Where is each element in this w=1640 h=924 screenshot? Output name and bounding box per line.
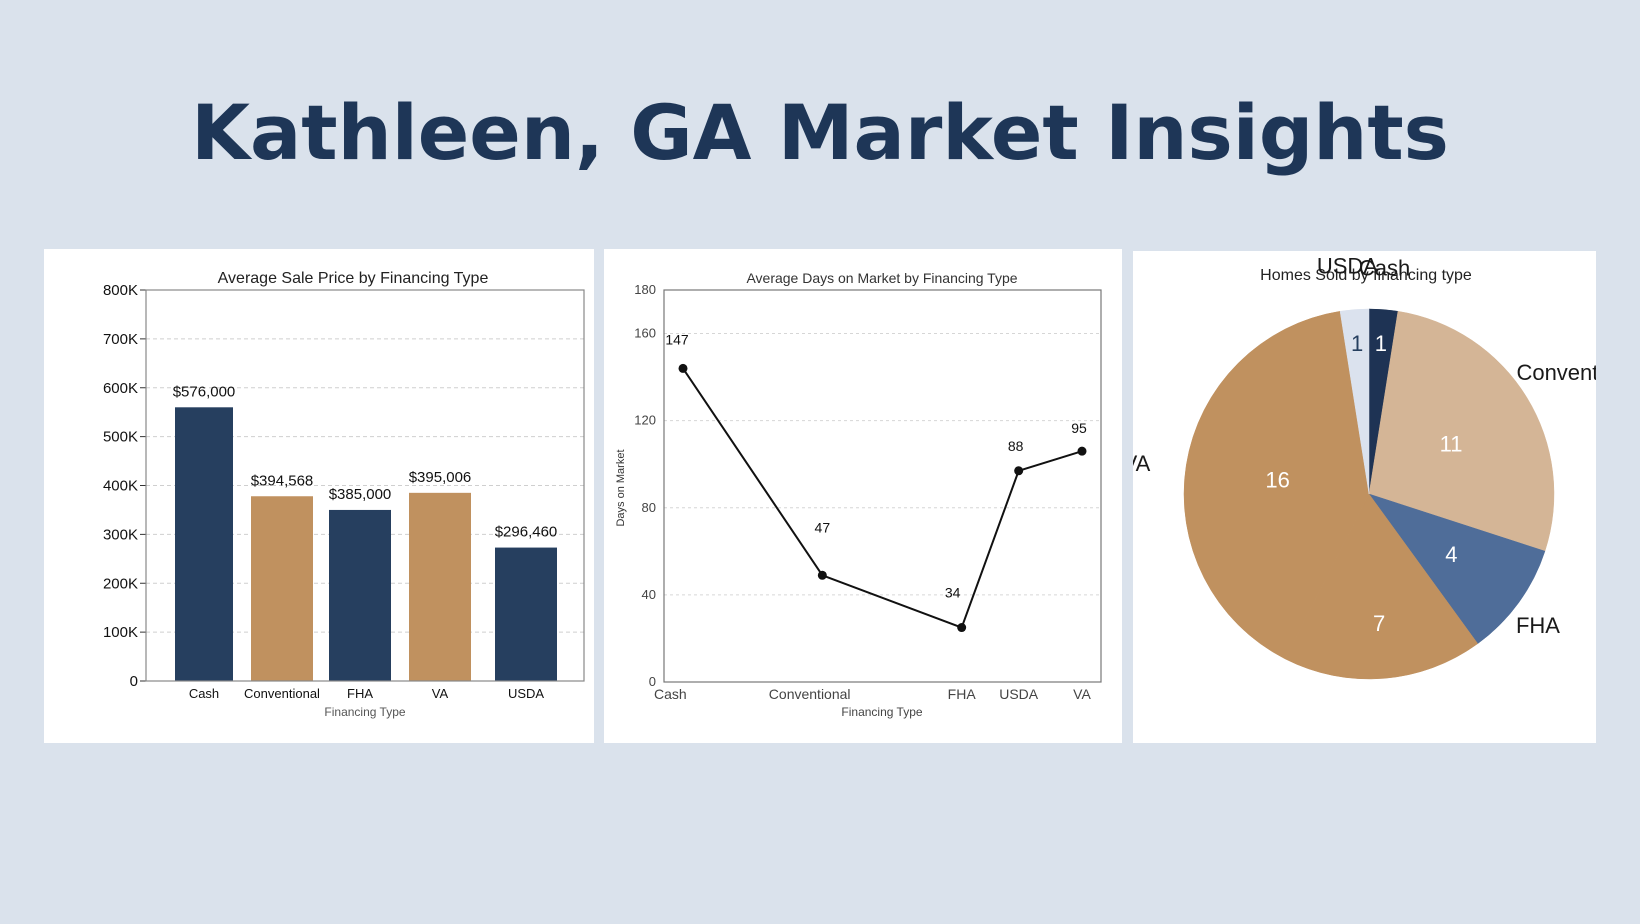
pie-slice [1339,308,1370,495]
line-data-label: 47 [815,519,831,535]
pie-slice-label: Cash [1359,256,1410,281]
days-on-market-chart-panel: Average Days on Market by Financing Type… [604,249,1122,743]
pie-chart-title: Homes Sold by financing type [1260,267,1472,284]
sale-price-chart-panel: Average Sale Price by Financing Type Fin… [44,249,594,743]
bar-data-label: $576,000 [173,383,236,400]
homes-sold-chart-panel: Homes Sold by financing type 1 11 4 7 16 1 Ca… [1133,251,1596,743]
pie-slice-label: FHA [1516,613,1560,638]
line-point-conventional [817,570,827,580]
bar-chart-y-tick-label: 500K [103,429,138,446]
pie-slice [1368,493,1546,645]
line-point-usda [1014,466,1024,476]
sale-price-bar-chart: Average Sale Price by Financing Type Fin… [103,270,585,719]
bar-chart-x-tick-label: USDA [508,686,544,701]
line-chart-x-tick-label: USDA [999,686,1039,702]
days-on-market-line-chart: Average Days on Market by Financing Type… [615,270,1102,719]
pie-value-label: 1 [1351,331,1363,356]
bar-va [409,492,471,681]
line-chart-x-axis-label: Financing Type [841,705,922,719]
bar-chart-y-tick-label: 200K [103,575,138,592]
line-point-cash [678,363,688,373]
line-chart-y-tick-label: 160 [634,326,656,341]
pie-slice [1183,310,1370,660]
line-chart-plot-frame [663,289,1102,683]
pie-slice-label: Conventional [1516,360,1596,385]
pie-value-label: 4 [1445,542,1457,567]
bar-chart-y-tick-label: 300K [103,526,138,543]
bar-chart-plot-frame [145,289,585,682]
bar-chart-y-tick-label: 600K [103,380,138,397]
bar-conventional [251,496,313,681]
bar-chart-y-tick-label: 0 [130,673,138,690]
line-chart-y-tick-label: 180 [634,282,656,297]
line-chart-y-tick-label: 40 [642,587,656,602]
pie-slice [1368,310,1555,552]
bar-chart-y-tick-label: 700K [103,331,138,348]
pie-slice-label: USDA [1317,254,1378,279]
bar-cash [175,407,233,681]
line-chart-y-axis-label: Days on Market [615,449,627,526]
bar-chart-x-tick-label: FHA [347,686,373,701]
line-chart-x-tick-label: Conventional [769,686,851,702]
bar-fha [329,509,391,681]
line-chart-x-tick-label: FHA [948,686,977,702]
bar-chart-x-tick-label: Cash [189,686,219,701]
line-data-label: 95 [1071,420,1087,436]
line-point-fha [957,623,967,633]
bar-usda [495,547,557,681]
bar-chart-x-tick-label: Conventional [244,686,320,701]
bar-data-label: $395,006 [409,469,472,486]
bar-data-label: $385,000 [329,486,392,503]
bar-data-label: $296,460 [495,524,558,541]
pie-slice [1284,493,1479,680]
pie-value-label: 16 [1265,468,1289,493]
pie-value-label: 7 [1373,611,1385,636]
bar-chart-y-tick-label: 400K [103,478,138,495]
bar-chart-x-tick-label: VA [432,686,449,701]
pie-value-label: 11 [1440,432,1463,457]
line-chart-title: Average Days on Market by Financing Type [746,270,1017,286]
bar-chart-title: Average Sale Price by Financing Type [218,270,489,287]
pie-slice-label: VA [1133,451,1151,476]
line-chart-x-tick-label: Cash [654,686,687,702]
line-data-label: 88 [1008,438,1024,454]
bar-chart-y-tick-label: 100K [103,624,138,641]
line-data-label: 34 [945,585,961,601]
bar-data-label: $394,568 [251,472,314,489]
line-chart-y-tick-label: 80 [642,500,656,515]
bar-chart-y-tick-label: 800K [103,282,138,299]
line-chart-x-tick-label: VA [1073,686,1091,702]
pie-value-label: 1 [1375,331,1387,356]
days-on-market-series-line [682,367,1083,629]
line-data-label: 147 [665,331,689,347]
line-point-va [1077,446,1087,456]
bar-chart-x-axis-label: Financing Type [324,705,405,719]
line-chart-y-tick-label: 0 [649,674,656,689]
page-title: Kathleen, GA Market Insights [191,88,1449,177]
line-chart-y-tick-label: 120 [634,413,656,428]
